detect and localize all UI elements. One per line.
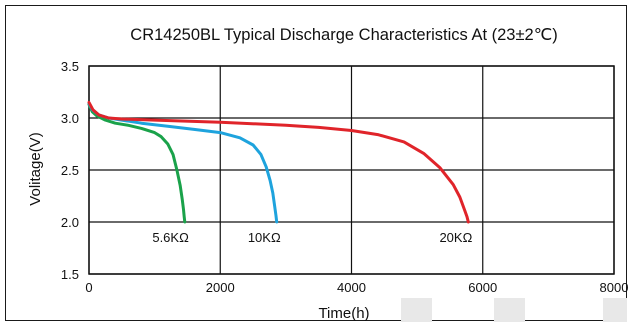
- plot-area-border: [88, 65, 615, 275]
- series-label: 10KΩ: [248, 230, 281, 245]
- x-tick-label: 0: [85, 280, 92, 295]
- y-tick-label: 1.5: [61, 267, 79, 282]
- x-tick-label: 8000: [600, 280, 629, 295]
- gray-block: [603, 298, 627, 322]
- chart-title: CR14250BL Typical Discharge Characterist…: [130, 26, 557, 44]
- series-labels: 5.6KΩ 10KΩ 20KΩ: [152, 230, 472, 245]
- x-tick-label: 4000: [337, 280, 366, 295]
- series-label: 5.6KΩ: [152, 230, 189, 245]
- y-tick-label: 3.0: [61, 111, 79, 126]
- chart-frame: [5, 5, 627, 321]
- y-tick-label: 2.0: [61, 215, 79, 230]
- y-axis-ticks: 1.5 2.0 2.5 3.0 3.5: [61, 59, 79, 282]
- y-axis-label: Volitage(V): [27, 132, 44, 205]
- gray-block: [401, 298, 432, 322]
- series-line: [87, 100, 470, 224]
- x-tick-label: 2000: [206, 280, 235, 295]
- gray-block: [494, 298, 525, 322]
- series-line: [87, 103, 187, 224]
- x-axis-ticks: 0 2000 4000 6000 8000: [85, 280, 628, 295]
- series-lines: [87, 100, 470, 224]
- series-label: 20KΩ: [439, 230, 472, 245]
- x-axis-label: Time(h): [318, 305, 369, 322]
- y-tick-label: 2.5: [61, 163, 79, 178]
- y-tick-label: 3.5: [61, 59, 79, 74]
- x-tick-label: 6000: [468, 280, 497, 295]
